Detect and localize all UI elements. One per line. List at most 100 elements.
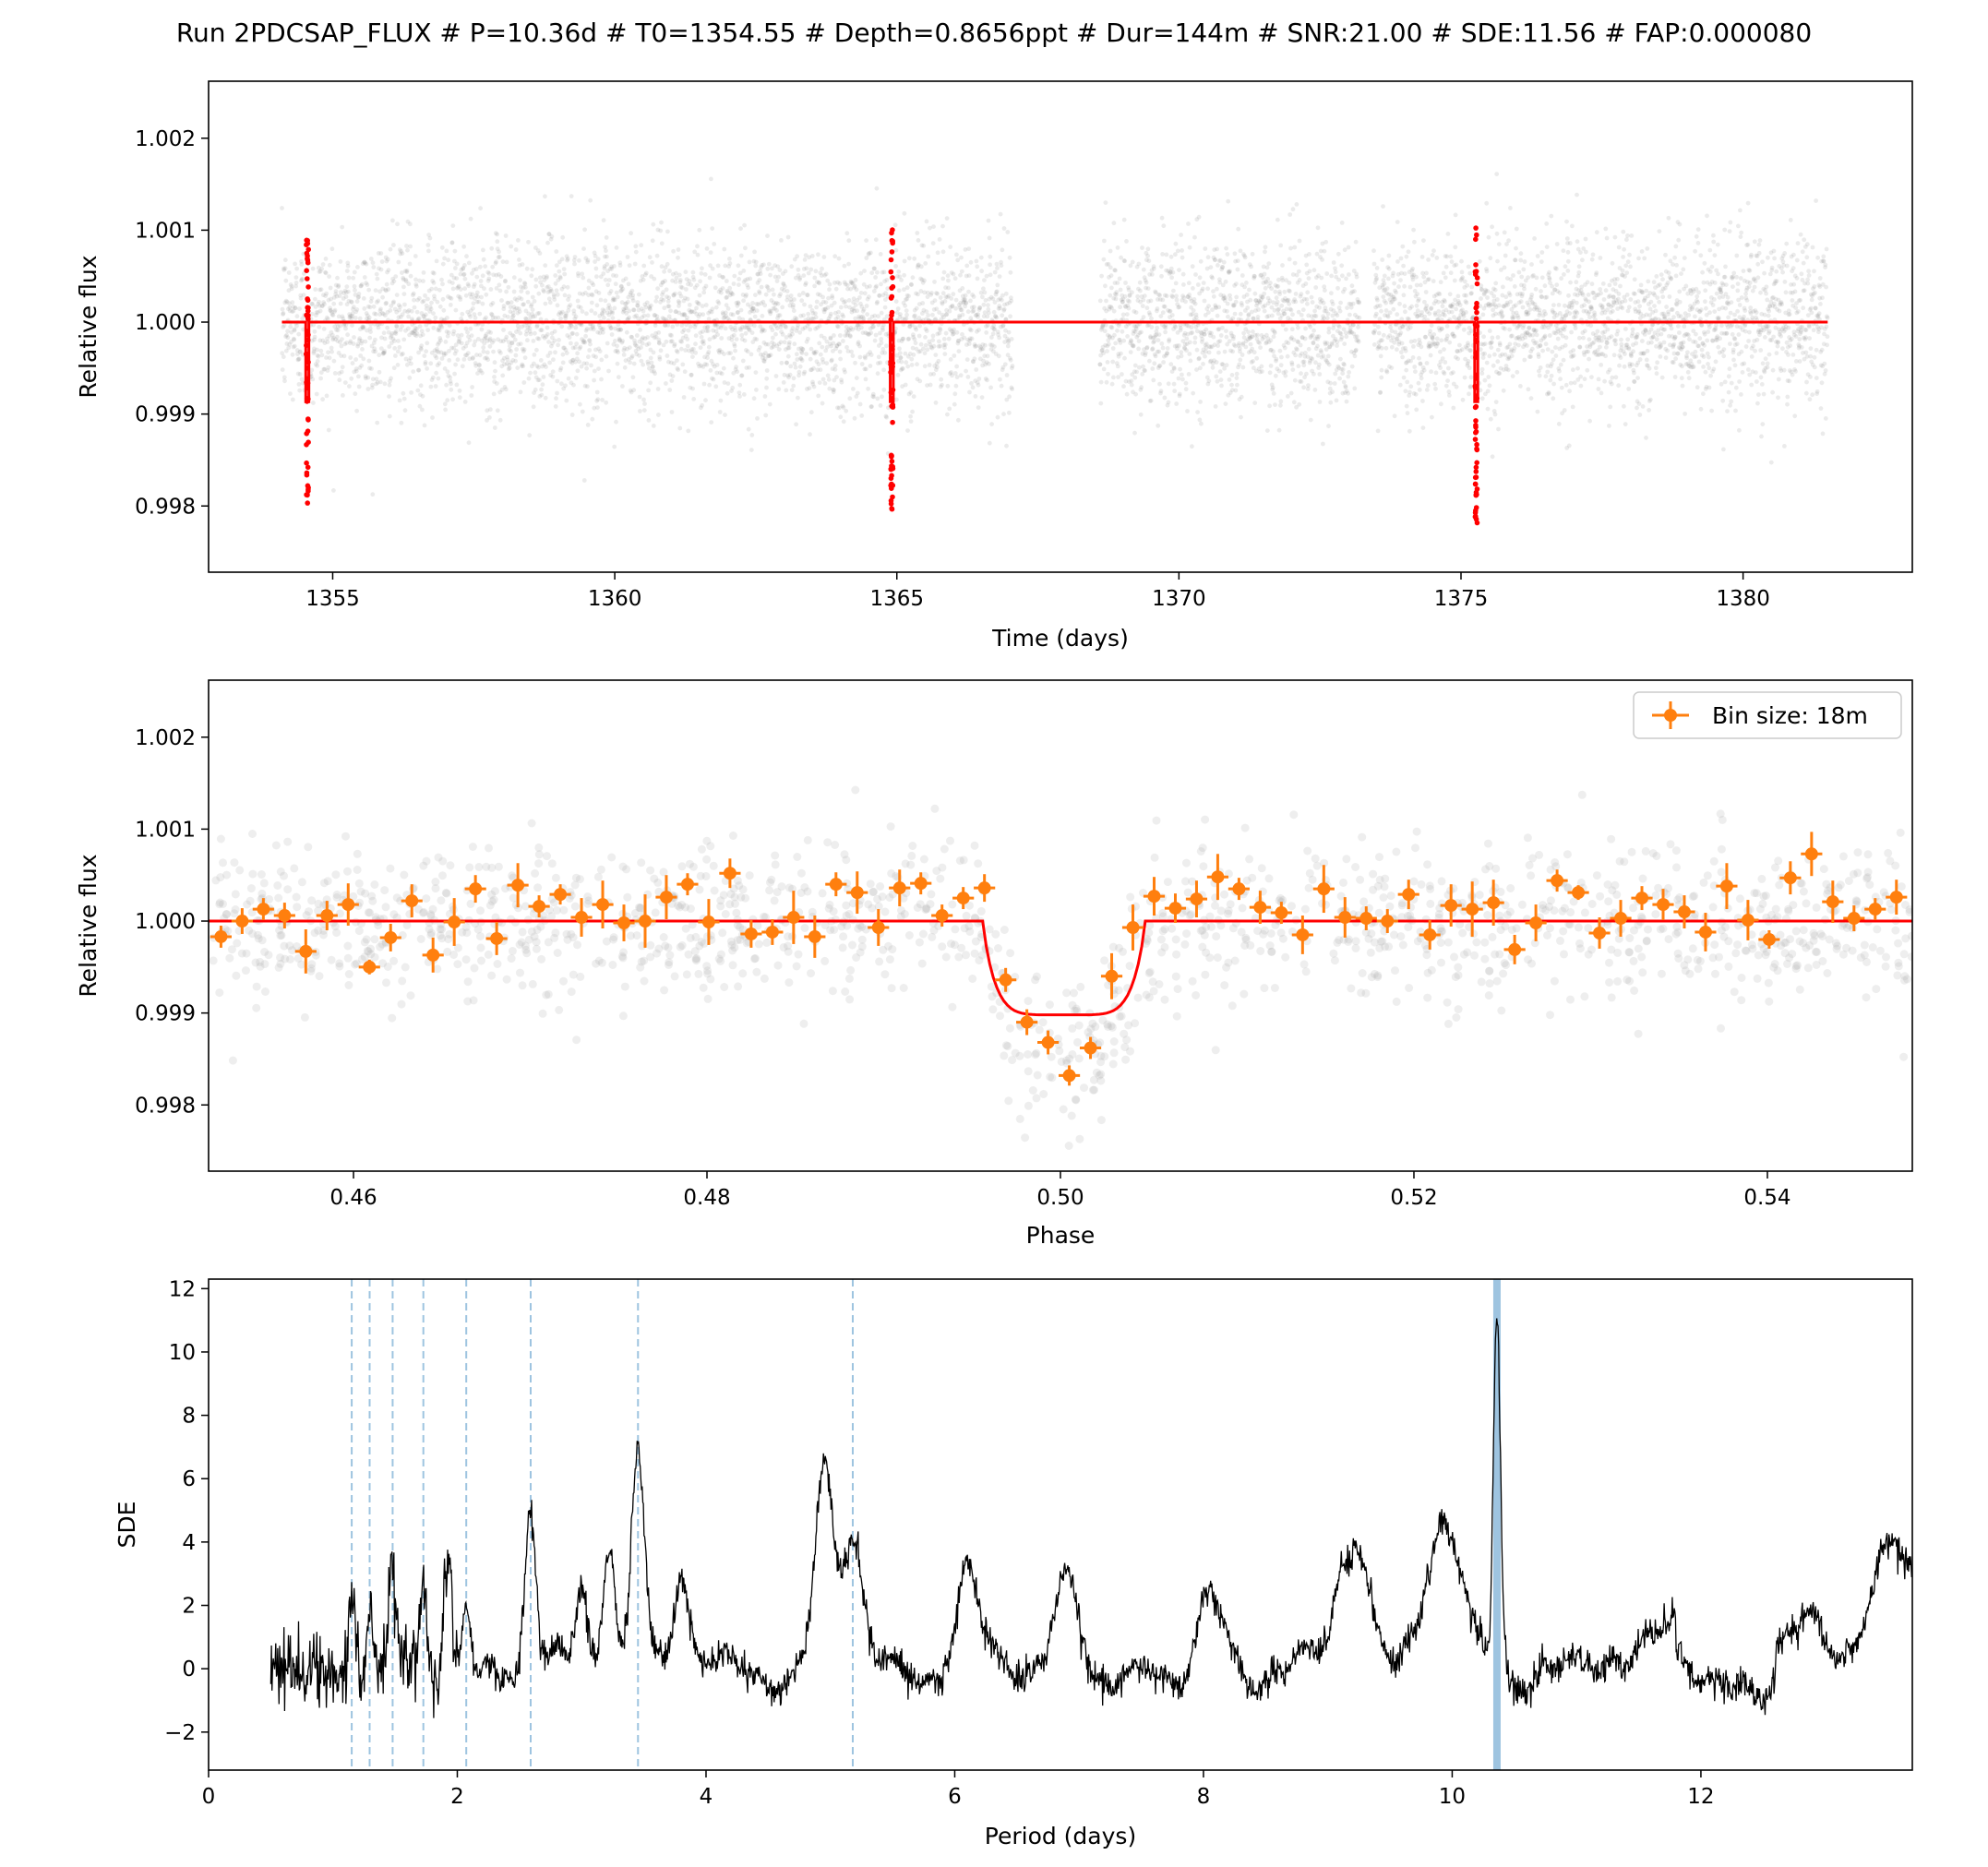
flux-point <box>690 274 696 280</box>
flux-point <box>1130 290 1134 295</box>
flux-point <box>701 290 707 295</box>
flux-point <box>413 332 417 338</box>
flux-point <box>1553 353 1559 358</box>
flux-point <box>526 311 532 317</box>
flux-point <box>1389 329 1395 334</box>
flux-point <box>1000 324 1006 329</box>
flux-point <box>506 284 511 290</box>
flux-point <box>780 305 785 310</box>
flux-point <box>447 323 452 329</box>
flux-point <box>283 348 289 353</box>
flux-point <box>423 293 427 298</box>
flux-point <box>745 322 749 328</box>
flux-point <box>806 311 811 317</box>
flux-point <box>587 339 593 343</box>
flux-point <box>1514 226 1519 232</box>
flux-point <box>920 280 926 285</box>
flux-point <box>605 254 609 259</box>
flux-point <box>1276 427 1282 433</box>
flux-point <box>1494 297 1500 302</box>
flux-point <box>1353 239 1359 245</box>
flux-point <box>1551 381 1556 387</box>
flux-point <box>877 293 882 298</box>
flux-point <box>284 341 290 346</box>
flux-point <box>437 304 443 309</box>
flux-point <box>990 325 995 330</box>
flux-point <box>1121 338 1127 343</box>
flux-point <box>626 317 630 322</box>
flux-point <box>316 265 321 270</box>
flux-point <box>984 360 989 365</box>
flux-point <box>447 279 452 284</box>
flux-point <box>751 308 756 314</box>
flux-point <box>602 266 607 271</box>
flux-point <box>1244 281 1249 285</box>
flux-point <box>1156 349 1162 354</box>
flux-point <box>1454 306 1458 312</box>
flux-point <box>706 310 711 316</box>
flux-point <box>694 299 700 305</box>
flux-point <box>1241 335 1247 341</box>
flux-point <box>1334 398 1339 403</box>
flux-point <box>478 368 484 374</box>
flux-point <box>615 361 620 366</box>
flux-point <box>283 298 289 304</box>
flux-point <box>992 269 998 275</box>
flux-point <box>1179 233 1183 237</box>
flux-point <box>566 308 571 313</box>
flux-point <box>1000 247 1005 253</box>
flux-point <box>738 328 744 332</box>
flux-point <box>1216 263 1220 268</box>
flux-point <box>400 324 404 329</box>
flux-point <box>994 289 1000 294</box>
flux-point <box>1400 324 1406 329</box>
flux-point <box>963 247 968 252</box>
flux-point <box>1254 355 1260 361</box>
flux-point <box>561 267 567 271</box>
flux-point <box>808 356 813 362</box>
flux-point <box>988 272 993 278</box>
flux-point <box>338 340 342 345</box>
flux-point <box>711 328 716 333</box>
flux-point <box>1468 375 1474 380</box>
flux-point <box>1246 350 1251 355</box>
flux-point <box>1280 322 1286 328</box>
flux-point <box>477 311 483 317</box>
flux-point <box>1543 374 1549 379</box>
flux-point <box>485 357 490 363</box>
flux-point <box>394 293 400 297</box>
flux-point <box>557 259 562 265</box>
flux-point <box>1564 236 1570 241</box>
flux-point <box>657 356 663 362</box>
flux-point <box>398 327 403 332</box>
flux-point <box>693 341 698 347</box>
flux-point <box>850 353 856 358</box>
flux-point <box>1314 304 1320 309</box>
flux-point <box>413 281 419 287</box>
flux-point <box>627 263 632 268</box>
flux-point <box>487 338 492 342</box>
flux-point <box>324 315 329 320</box>
flux-point <box>624 305 629 311</box>
flux-point <box>721 316 726 321</box>
flux-point <box>1376 344 1381 350</box>
flux-point <box>1129 338 1133 343</box>
flux-point <box>878 360 883 365</box>
flux-point <box>906 336 912 341</box>
flux-point <box>1149 272 1155 277</box>
flux-point <box>1263 249 1267 255</box>
flux-point <box>377 308 383 314</box>
flux-point <box>1170 294 1175 300</box>
flux-point <box>588 341 593 347</box>
flux-point <box>1240 353 1245 357</box>
flux-point <box>609 264 614 269</box>
flux-point <box>1356 339 1361 344</box>
flux-point <box>1487 353 1492 359</box>
flux-point <box>351 341 356 346</box>
flux-point <box>1115 245 1120 250</box>
flux-point <box>1313 360 1318 365</box>
flux-point <box>349 300 354 305</box>
flux-point <box>1266 283 1272 289</box>
flux-point <box>505 361 509 366</box>
flux-point <box>1171 365 1177 370</box>
